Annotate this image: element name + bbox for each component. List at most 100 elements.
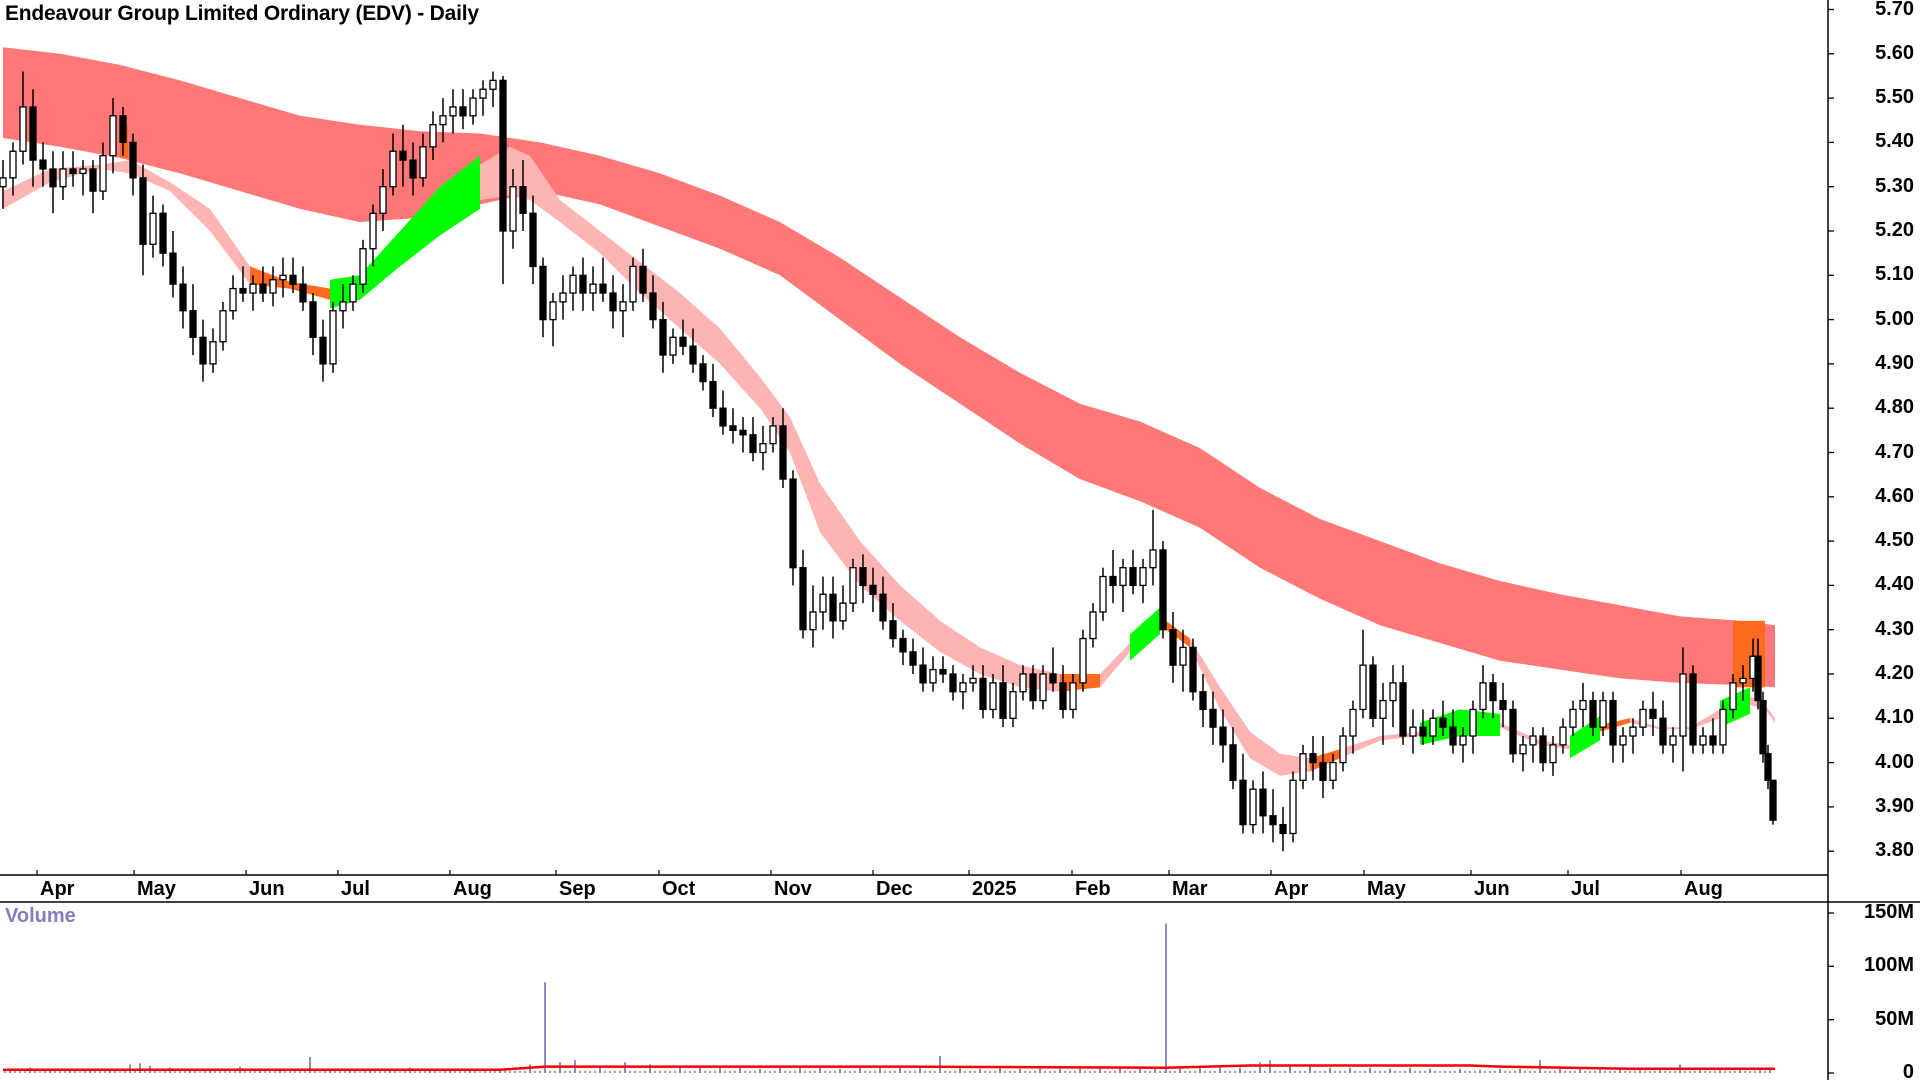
candle	[1439, 700, 1447, 737]
candle	[839, 585, 847, 630]
candle	[669, 328, 677, 364]
candle	[159, 204, 167, 267]
candle	[959, 674, 967, 710]
candle	[549, 293, 557, 347]
candle	[1229, 727, 1237, 790]
candle	[1499, 682, 1507, 728]
candle	[419, 133, 427, 187]
candle	[1699, 727, 1707, 754]
candle	[579, 257, 587, 311]
candle	[1689, 665, 1697, 754]
candle	[859, 554, 867, 604]
price-axis-label: 3.90	[1875, 794, 1914, 817]
candle	[29, 89, 37, 187]
candle	[249, 275, 257, 311]
candle	[809, 585, 817, 648]
candle	[1109, 549, 1117, 604]
candle	[629, 257, 637, 311]
candle	[1339, 727, 1347, 772]
candle	[1579, 682, 1587, 728]
candle	[169, 231, 177, 298]
candle	[389, 133, 397, 196]
candle	[1759, 691, 1767, 763]
candle	[709, 363, 717, 418]
candle	[889, 603, 897, 648]
candle	[269, 266, 277, 307]
candle	[1039, 665, 1047, 710]
time-axis-label: Jul	[341, 878, 370, 900]
candle	[1209, 691, 1217, 745]
candle	[9, 142, 17, 196]
candle	[339, 284, 347, 329]
candle	[1189, 638, 1197, 701]
candle	[1269, 789, 1277, 843]
candle	[1349, 700, 1357, 754]
candle	[459, 89, 467, 130]
candle	[499, 75, 507, 285]
candle	[1279, 806, 1287, 852]
candle	[1179, 629, 1187, 692]
candle	[1379, 682, 1387, 745]
candle	[789, 470, 797, 586]
candle	[469, 89, 477, 125]
price-axis-label: 4.20	[1875, 662, 1914, 684]
candle	[639, 248, 647, 302]
candle	[589, 266, 597, 311]
candle	[139, 164, 147, 276]
candle	[49, 151, 57, 214]
candle	[89, 160, 97, 214]
candle	[1429, 709, 1437, 745]
candle	[1089, 603, 1097, 648]
candle	[349, 275, 357, 311]
candle	[1629, 718, 1637, 754]
candle	[1739, 665, 1747, 701]
chart-title: Endeavour Group Limited Ordinary (EDV) -…	[5, 2, 479, 25]
time-axis-label: Feb	[1075, 878, 1111, 900]
candle	[359, 239, 367, 294]
volume-panel-label: Volume	[5, 905, 76, 927]
time-axis-label: Aug	[453, 878, 492, 900]
candle	[779, 408, 787, 488]
candle	[409, 142, 417, 196]
candle	[229, 275, 237, 320]
candle	[119, 106, 127, 156]
short-term-band	[3, 146, 1775, 776]
candle	[759, 425, 767, 471]
candle	[259, 266, 267, 302]
candle	[429, 111, 437, 161]
price-axis-label: 5.60	[1875, 41, 1914, 64]
candle	[1719, 700, 1727, 754]
candle	[1249, 780, 1257, 834]
candle	[529, 195, 537, 285]
candle	[0, 160, 7, 209]
candle	[899, 629, 907, 666]
candle	[1299, 744, 1307, 790]
candle	[1569, 700, 1577, 737]
candle	[219, 301, 227, 351]
short-band-bullish	[1130, 607, 1160, 661]
candle	[239, 266, 247, 302]
candle	[989, 674, 997, 719]
candle	[999, 665, 1007, 728]
candle	[919, 647, 927, 692]
candle	[1669, 727, 1677, 763]
candle	[1149, 510, 1157, 586]
candle	[1289, 771, 1297, 843]
candle	[299, 266, 307, 311]
candle	[1559, 718, 1567, 754]
time-axis-label: May	[1367, 878, 1406, 900]
candle	[1309, 736, 1317, 781]
time-axis-label: 2025	[972, 878, 1017, 900]
short-band-bullish	[330, 155, 480, 309]
candle	[749, 417, 757, 462]
volume-axis-label: 50M	[1875, 1007, 1914, 1030]
price-axis-label: 5.40	[1875, 130, 1914, 153]
price-axis-label: 5.70	[1875, 0, 1914, 20]
price-axis-label: 5.00	[1875, 307, 1914, 330]
candle	[1709, 718, 1717, 754]
time-axis-label: Aug	[1684, 878, 1723, 900]
candle	[1259, 771, 1267, 834]
price-axis-label: 4.50	[1875, 529, 1914, 552]
time-axis-label: May	[137, 878, 176, 900]
